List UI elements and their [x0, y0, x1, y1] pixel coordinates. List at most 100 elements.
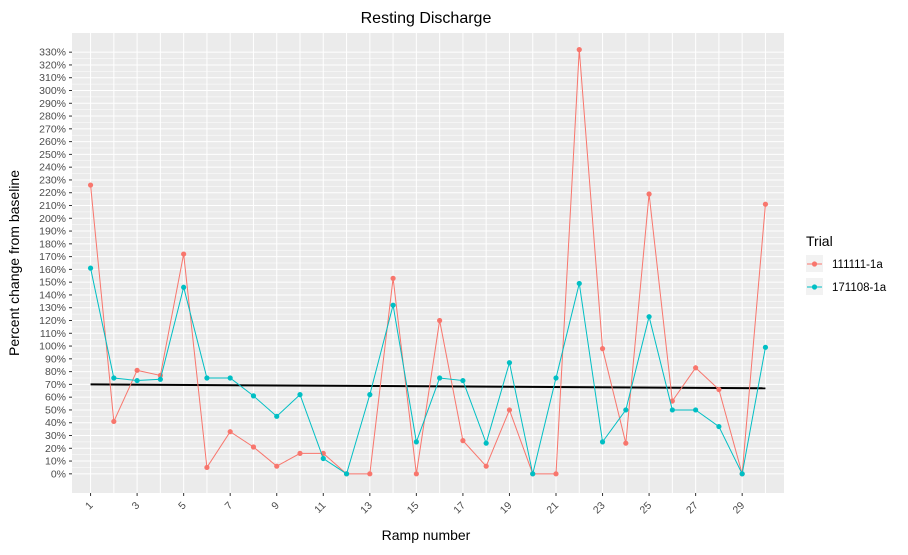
y-tick-label: 210% — [39, 200, 66, 212]
y-tick-label: 10% — [45, 456, 66, 468]
data-point — [111, 375, 117, 381]
legend-title: Trial — [806, 233, 833, 249]
data-point — [390, 275, 396, 281]
y-tick-label: 300% — [39, 85, 66, 97]
data-point — [250, 444, 257, 450]
series-2 — [87, 265, 769, 477]
x-tick-label: 27 — [684, 500, 701, 517]
data-point — [646, 314, 652, 320]
y-tick-label: 90% — [45, 353, 66, 365]
grid-lines — [72, 33, 784, 493]
y-tick-label: 60% — [45, 392, 66, 404]
data-point — [576, 280, 582, 287]
x-tick-label: 3 — [130, 500, 143, 513]
x-tick-label: 17 — [451, 500, 468, 517]
legend-label: 111111-1a — [832, 259, 883, 271]
data-point — [134, 367, 140, 373]
data-point — [413, 439, 419, 445]
reference-line-layer — [90, 383, 766, 390]
series-layer — [87, 47, 769, 477]
data-point — [367, 471, 373, 477]
y-tick-label: 270% — [39, 123, 66, 135]
x-tick-label: 25 — [637, 500, 654, 517]
data-point — [320, 455, 326, 462]
data-point — [646, 191, 652, 197]
data-point — [762, 344, 769, 350]
data-point — [716, 386, 722, 393]
data-point — [181, 251, 187, 257]
y-tick-label: 0% — [51, 468, 66, 480]
y-tick-label: 330% — [39, 47, 66, 59]
y-tick-label: 290% — [39, 98, 66, 110]
data-point — [460, 377, 466, 384]
data-point — [297, 392, 303, 398]
series-line — [90, 49, 766, 475]
legend-key-point — [811, 284, 818, 290]
y-tick-label: 30% — [45, 430, 66, 442]
legend: Trial 111111-1a 171108-1a — [806, 233, 887, 295]
data-point — [274, 463, 280, 469]
data-point — [134, 377, 140, 384]
data-point — [576, 47, 582, 53]
y-tick-label: 320% — [39, 59, 66, 71]
data-point — [506, 360, 513, 366]
y-tick-label: 50% — [45, 404, 66, 416]
data-point — [343, 471, 350, 477]
data-point — [506, 407, 513, 413]
x-tick-label: 21 — [544, 500, 561, 517]
legend-item: 171108-1a — [806, 278, 887, 295]
y-tick-label: 250% — [39, 149, 66, 161]
data-point — [693, 365, 699, 371]
data-point — [623, 440, 629, 446]
data-point — [367, 392, 373, 398]
data-point — [762, 201, 769, 207]
data-point — [553, 375, 559, 381]
y-tick-label: 310% — [39, 72, 66, 84]
data-point — [693, 407, 699, 413]
y-tick-label: 110% — [40, 328, 66, 340]
data-point — [716, 423, 722, 430]
data-point — [87, 265, 94, 271]
data-point — [413, 471, 419, 477]
data-point — [739, 471, 745, 477]
x-tick-label: 13 — [358, 500, 375, 517]
x-tick-label: 7 — [223, 500, 236, 513]
y-tick-label: 40% — [45, 417, 66, 429]
y-tick-label: 260% — [39, 136, 66, 148]
data-point — [460, 438, 466, 444]
y-tick-label: 20% — [45, 443, 66, 455]
y-tick-label: 200% — [39, 213, 66, 225]
data-point — [227, 429, 233, 435]
x-tick-label: 9 — [269, 500, 282, 513]
x-tick-label: 29 — [731, 500, 748, 517]
data-point — [669, 407, 675, 413]
legend-key-point — [811, 261, 818, 267]
data-point — [599, 346, 606, 352]
y-tick-label: 80% — [45, 366, 66, 378]
y-tick-label: 100% — [39, 341, 66, 353]
data-point — [390, 302, 396, 308]
x-tick-label: 15 — [405, 500, 422, 517]
legend-label: 171108-1a — [832, 282, 887, 294]
data-point — [87, 182, 94, 188]
reference-line — [90, 383, 766, 390]
series-1 — [87, 47, 769, 477]
data-point — [157, 376, 163, 382]
y-tick-label: 130% — [39, 302, 66, 314]
data-point — [669, 398, 675, 404]
y-tick-label: 280% — [39, 111, 66, 123]
data-point — [181, 284, 187, 290]
data-point — [553, 471, 559, 477]
data-point — [204, 464, 210, 471]
data-point — [483, 440, 489, 446]
data-point — [111, 418, 117, 425]
series-line — [90, 268, 766, 476]
data-point — [297, 450, 303, 456]
legend-item: 111111-1a — [806, 255, 883, 272]
y-axis-title: Percent change from baseline — [6, 170, 22, 356]
data-point — [623, 407, 629, 413]
y-tick-label: 220% — [39, 187, 66, 199]
y-tick-label: 240% — [39, 162, 66, 174]
